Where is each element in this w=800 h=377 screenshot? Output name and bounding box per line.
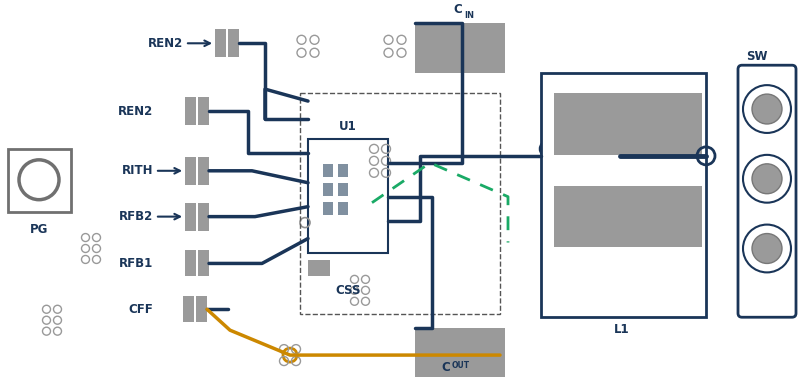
Text: CSS: CSS bbox=[335, 284, 361, 297]
Text: L1: L1 bbox=[614, 323, 630, 336]
Bar bbox=[308, 261, 330, 276]
Text: CFF: CFF bbox=[128, 303, 153, 316]
Circle shape bbox=[752, 94, 782, 124]
Bar bbox=[323, 183, 333, 196]
Bar bbox=[308, 139, 388, 253]
Text: SW: SW bbox=[746, 50, 768, 63]
Bar bbox=[185, 250, 196, 276]
Text: PG: PG bbox=[30, 222, 48, 236]
Text: RITH: RITH bbox=[122, 164, 153, 177]
Circle shape bbox=[743, 155, 791, 203]
Text: RFB2: RFB2 bbox=[118, 210, 153, 223]
Circle shape bbox=[752, 234, 782, 264]
Circle shape bbox=[283, 348, 297, 362]
Bar bbox=[183, 296, 194, 322]
Bar bbox=[300, 93, 500, 314]
Text: IN: IN bbox=[464, 11, 474, 20]
Bar bbox=[323, 164, 333, 177]
Circle shape bbox=[743, 225, 791, 273]
Bar bbox=[338, 164, 348, 177]
Bar bbox=[185, 203, 196, 231]
Bar bbox=[215, 29, 226, 57]
Text: REN2: REN2 bbox=[148, 37, 183, 50]
Bar bbox=[185, 157, 196, 185]
Bar bbox=[198, 203, 209, 231]
Bar bbox=[198, 97, 209, 125]
Bar bbox=[541, 73, 706, 317]
Bar bbox=[196, 296, 207, 322]
Text: U1: U1 bbox=[339, 120, 357, 133]
FancyBboxPatch shape bbox=[738, 65, 796, 317]
Circle shape bbox=[743, 85, 791, 133]
Circle shape bbox=[752, 164, 782, 194]
Text: REN2: REN2 bbox=[118, 104, 153, 118]
Bar bbox=[323, 202, 333, 215]
Text: C: C bbox=[442, 361, 450, 374]
Bar bbox=[228, 29, 239, 57]
Bar bbox=[198, 157, 209, 185]
Bar bbox=[8, 149, 71, 211]
Bar bbox=[338, 202, 348, 215]
Bar bbox=[338, 183, 348, 196]
Bar bbox=[554, 186, 702, 247]
Bar bbox=[185, 97, 196, 125]
Bar bbox=[554, 93, 702, 155]
Text: C: C bbox=[454, 3, 462, 16]
Bar bbox=[415, 23, 505, 73]
Text: RFB1: RFB1 bbox=[118, 257, 153, 270]
Text: OUT: OUT bbox=[452, 361, 470, 370]
Bar bbox=[198, 250, 209, 276]
Bar bbox=[415, 328, 505, 377]
